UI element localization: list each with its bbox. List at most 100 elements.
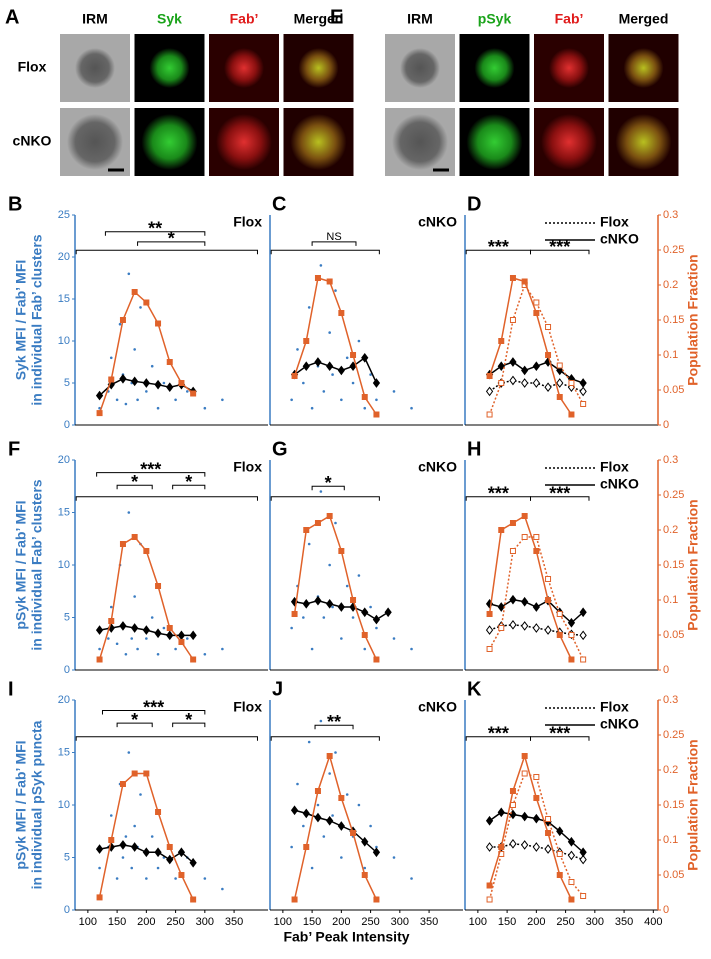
bracket [104, 231, 206, 236]
marker [119, 317, 126, 323]
marker [131, 623, 139, 633]
y2-axis-title: Population Fraction [685, 499, 701, 630]
y2-tick-label: 0 [663, 904, 669, 916]
marker [568, 896, 575, 903]
scatter-point [375, 398, 378, 402]
x-axis-title: Fab’ Peak Intensity [283, 929, 409, 945]
marker [178, 872, 185, 878]
marker [95, 625, 104, 635]
marker [509, 317, 516, 323]
scatter-point [150, 616, 154, 619]
panel-label: H [467, 438, 481, 460]
marker [544, 382, 552, 393]
marker [337, 602, 345, 612]
cell [615, 114, 672, 170]
panel-label: F [8, 438, 20, 460]
marker [119, 621, 127, 631]
series-line [293, 753, 378, 900]
scatter-point [351, 381, 355, 385]
scatter-point [302, 616, 305, 619]
scatter-point [203, 877, 207, 880]
bracket [270, 736, 380, 741]
scatter-point [98, 406, 101, 410]
scatter-point [363, 647, 367, 651]
scatter-point [221, 398, 224, 402]
marker [545, 352, 552, 358]
scatter-point [109, 814, 113, 817]
marker [485, 625, 494, 635]
marker [521, 513, 528, 519]
marker [314, 812, 322, 823]
marker [568, 380, 575, 386]
marker [579, 386, 587, 397]
column-header: IRM [407, 11, 433, 27]
x-tick-label: 350 [420, 916, 438, 928]
scatter-point [145, 877, 148, 880]
scatter-point [127, 511, 131, 514]
y2-tick-label: 0 [663, 419, 669, 431]
marker [521, 378, 529, 388]
x-tick-label: 100 [79, 916, 97, 928]
marker [579, 847, 587, 858]
cell [474, 48, 515, 88]
scatter-point [334, 289, 337, 292]
series-line [488, 283, 584, 415]
y2-tick-label: 0.05 [663, 869, 684, 881]
panel-label: D [467, 193, 481, 215]
scatter-point [130, 866, 134, 870]
marker [290, 805, 299, 816]
scatter-point [328, 772, 331, 775]
scatter-point [156, 652, 160, 656]
marker [533, 548, 540, 554]
marker [567, 836, 576, 847]
y2-tick-label: 0.05 [663, 384, 684, 396]
significance: * [168, 229, 175, 249]
scatter-point [307, 542, 311, 546]
cell [216, 114, 272, 170]
marker [338, 795, 345, 801]
marker [521, 840, 529, 850]
marker [498, 338, 505, 344]
marker [486, 882, 493, 889]
scatter-point [221, 887, 224, 891]
marker [326, 815, 334, 826]
panel-note: Flox [233, 459, 262, 475]
scatter-point [410, 406, 413, 410]
marker [314, 788, 321, 794]
marker [509, 802, 516, 808]
marker [545, 576, 552, 582]
marker [291, 611, 298, 617]
y-tick-label: 25 [58, 209, 70, 221]
marker [143, 770, 150, 777]
marker [108, 618, 115, 624]
scatter-point [203, 406, 207, 410]
marker [509, 620, 517, 630]
marker [521, 365, 529, 376]
marker [314, 595, 322, 606]
marker [486, 373, 493, 379]
cell [149, 48, 190, 88]
bracket [96, 472, 206, 477]
scatter-point [369, 605, 372, 609]
marker [131, 376, 139, 387]
marker [96, 656, 103, 663]
marker [166, 854, 174, 865]
marker [155, 809, 162, 815]
cell [75, 48, 115, 88]
marker [131, 770, 138, 777]
marker [373, 411, 380, 418]
marker [350, 352, 357, 358]
marker [373, 656, 380, 663]
scatter-point [133, 348, 136, 351]
marker [486, 411, 493, 418]
x-tick-label: 350 [225, 916, 243, 928]
scatter-point [345, 793, 349, 796]
marker [326, 753, 333, 759]
marker [579, 854, 587, 865]
scatter-point [130, 637, 134, 640]
significance: *** [488, 724, 509, 744]
scatter-point [124, 835, 128, 838]
scatter-point [121, 856, 125, 859]
significance: *** [488, 237, 509, 257]
panel-label: I [8, 678, 14, 700]
